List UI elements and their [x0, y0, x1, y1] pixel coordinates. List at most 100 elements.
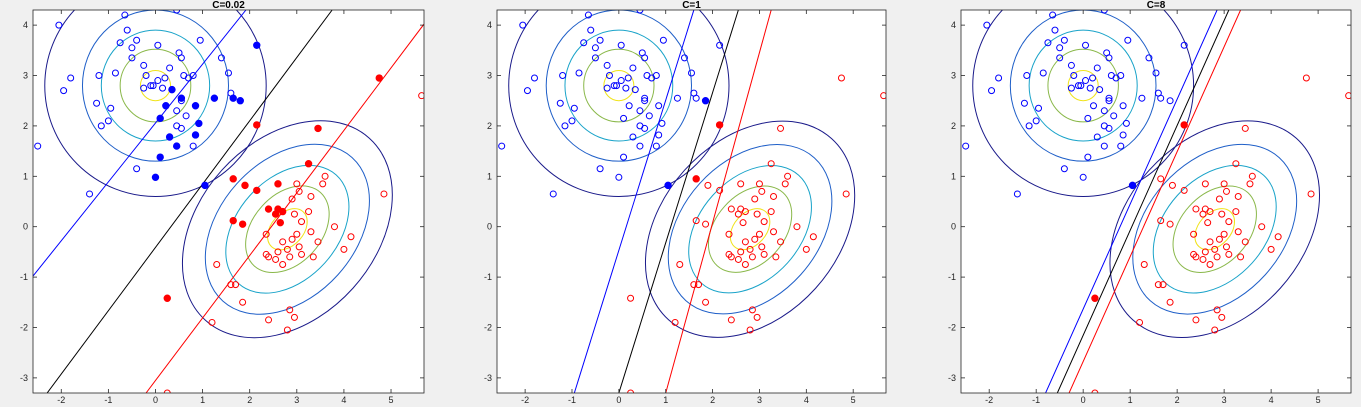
point-blue-open [620, 153, 628, 161]
chart-3: -2 -1 0 1 2 3 4 5 -3 -2 -1 0 1 2 3 4 C=8 [948, 0, 1352, 405]
point-blue-filled [165, 133, 174, 141]
point-blue-open [629, 64, 637, 72]
point-red-open [1234, 228, 1242, 236]
point-blue-open [1086, 84, 1094, 92]
chart-2: -2 -1 0 1 2 3 4 5 -3 -2 -1 0 1 2 3 4 C=1 [484, 0, 887, 405]
x-tick-label: 3 [1222, 395, 1227, 405]
point-red-open [293, 230, 301, 238]
y-tick-label: -2 [20, 322, 28, 332]
y-tick-label: 0 [487, 222, 492, 232]
point-blue-open [596, 165, 604, 173]
point-blue-open [673, 94, 681, 102]
point-blue-open [1100, 107, 1108, 115]
point-blue-filled [664, 181, 672, 190]
contour-blue-2 [564, 29, 674, 142]
point-red-open [1274, 233, 1282, 241]
point-red-open [802, 245, 810, 253]
y-tick-label: -1 [20, 272, 28, 282]
point-red-open [298, 218, 306, 226]
point-red-open [702, 298, 710, 306]
point-blue-open [624, 74, 632, 82]
point-red-open [767, 208, 775, 216]
point-blue-open [34, 142, 42, 150]
point-red-open [1159, 281, 1167, 289]
contour-red-3 [707, 185, 793, 273]
point-blue-open [688, 69, 695, 77]
point-red-open [751, 235, 759, 243]
point-blue-open [128, 54, 136, 62]
point-blue-open [1035, 104, 1043, 112]
y-tick-label: 2 [487, 121, 492, 131]
point-blue-open [1077, 82, 1085, 90]
point-red-open [163, 389, 171, 393]
point-blue-open [1138, 94, 1146, 102]
y-tick-label: -1 [484, 272, 492, 282]
point-red-open [340, 245, 348, 253]
point-red-open [741, 238, 749, 246]
point-red-filled [276, 218, 285, 227]
point-blue-open [1013, 190, 1021, 198]
point-red-open [758, 243, 766, 251]
point-blue-open [1023, 72, 1031, 80]
contour-red-0 [1109, 120, 1321, 338]
point-red-open [290, 210, 298, 218]
axes-frame [960, 9, 1352, 394]
point-blue-filled [236, 97, 244, 105]
point-red-open [737, 180, 745, 188]
point-red-open [760, 250, 768, 258]
point-red-open [1192, 316, 1200, 324]
x-tick-label: 2 [1175, 395, 1180, 405]
point-blue-open [584, 11, 592, 19]
point-blue-open [556, 99, 564, 107]
point-blue-open [1119, 102, 1127, 110]
contour-blue-1 [545, 10, 692, 162]
point-red-open [737, 248, 745, 256]
contour-red-1 [204, 143, 370, 315]
point-blue-open [983, 21, 991, 29]
point-red-open [1225, 218, 1233, 226]
point-blue-open [182, 112, 190, 120]
point-red-open [704, 181, 712, 189]
point-blue-open [655, 102, 663, 110]
point-blue-open [530, 74, 538, 82]
point-blue-open [1105, 124, 1113, 132]
point-blue-open [1032, 117, 1040, 125]
contour-blue-2 [1028, 29, 1138, 142]
point-blue-open [995, 74, 1003, 82]
point-red-filled [274, 180, 282, 188]
point-red-filled [1180, 121, 1188, 129]
contour-blue-1 [1009, 10, 1157, 162]
point-red-open [755, 180, 763, 188]
point-blue-filled [191, 102, 200, 110]
point-red-open [1192, 253, 1200, 261]
point-red-filled [271, 210, 280, 218]
point-blue-open [173, 10, 181, 14]
x-tick-label: 2 [710, 395, 715, 405]
x-tick-label: 5 [851, 395, 856, 405]
y-tick-label: 4 [951, 20, 956, 30]
point-red-open [772, 253, 780, 261]
point-blue-open [177, 124, 185, 132]
contour-red-4 [729, 208, 771, 251]
point-red-open [213, 260, 221, 268]
point-blue-open [519, 21, 527, 29]
point-blue-open [1074, 82, 1082, 90]
point-red-open [1136, 318, 1144, 326]
point-red-open [880, 92, 886, 100]
point-blue-open [128, 44, 136, 52]
axes-frame [32, 9, 425, 394]
point-red-open [1237, 253, 1245, 261]
point-red-open [1248, 172, 1256, 180]
point-blue-filled [1128, 181, 1137, 190]
point-blue-open [570, 104, 578, 112]
point-red-open [330, 223, 338, 231]
point-blue-open [189, 72, 197, 80]
point-blue-open [166, 64, 174, 72]
x-tick-label: -2 [57, 395, 65, 405]
point-blue-open [641, 94, 649, 102]
x-tick-label: 0 [1081, 395, 1086, 405]
point-blue-filled [151, 173, 160, 182]
point-red-open [1215, 195, 1223, 203]
point-red-open [1307, 190, 1315, 198]
